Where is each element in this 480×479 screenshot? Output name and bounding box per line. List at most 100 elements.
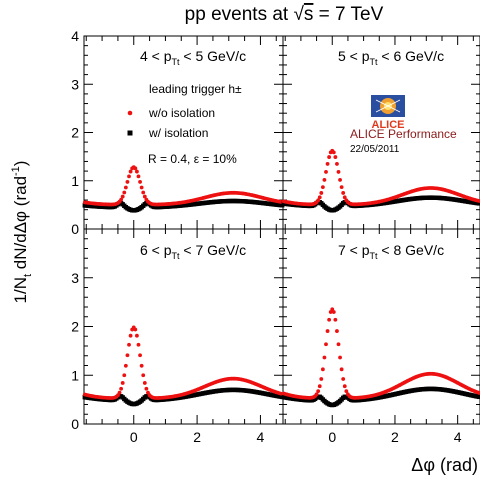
data-point-wo-isolation bbox=[122, 373, 127, 378]
data-point-wo-isolation bbox=[341, 191, 346, 195]
data-point-wo-isolation bbox=[325, 162, 330, 166]
x-tick-label: 0 bbox=[328, 429, 336, 445]
data-point-wo-isolation bbox=[117, 390, 122, 395]
data-point-wo-isolation bbox=[127, 342, 131, 347]
y-tick-label: 0 bbox=[71, 416, 79, 432]
data-point-wo-isolation bbox=[317, 384, 322, 389]
alice-performance-label: ALICE Performance bbox=[350, 127, 457, 141]
data-point-wo-isolation bbox=[144, 386, 149, 391]
data-point-wo-isolation bbox=[125, 180, 130, 184]
data-point-wo-isolation bbox=[324, 170, 328, 174]
y-tick-label: 1 bbox=[71, 173, 79, 189]
data-point-wo-isolation bbox=[139, 363, 144, 368]
panel-label-1: 4 < pTt < 5 GeV/c bbox=[140, 48, 246, 67]
x-axis-label: Δφ (rad) bbox=[411, 455, 478, 475]
y-tick-label: 2 bbox=[71, 319, 79, 335]
data-point-wo-isolation bbox=[335, 329, 339, 333]
data-point-wo-isolation bbox=[135, 169, 139, 174]
data-point-wo-isolation bbox=[122, 190, 127, 195]
data-point-wo-isolation bbox=[327, 155, 332, 159]
data-point-wo-isolation bbox=[320, 367, 325, 372]
data-point-wo-isolation bbox=[320, 185, 325, 189]
x-tick-label: 2 bbox=[391, 429, 399, 445]
y-tick-label: 0 bbox=[71, 221, 79, 237]
data-point-wo-isolation bbox=[342, 384, 347, 389]
data-point-wo-isolation bbox=[119, 386, 124, 391]
data-point-wo-isolation bbox=[314, 392, 319, 397]
data-point-wo-isolation bbox=[120, 194, 125, 199]
data-point-wo-isolation bbox=[128, 333, 133, 338]
data-point-w-isolation bbox=[477, 394, 480, 400]
data-point-wo-isolation bbox=[317, 195, 322, 200]
data-point-wo-isolation bbox=[127, 174, 131, 179]
x-tick-label: 0 bbox=[130, 429, 138, 445]
y-axis-label: 1/Nt dN/dΔφ (rad-1) bbox=[10, 161, 34, 304]
data-point-wo-isolation bbox=[335, 162, 339, 166]
data-point-wo-isolation bbox=[319, 377, 324, 381]
y-tick-label: 2 bbox=[71, 125, 79, 141]
legend-marker-w-isolation bbox=[127, 130, 133, 136]
data-point-wo-isolation bbox=[136, 342, 141, 347]
data-point-wo-isolation bbox=[125, 353, 130, 358]
x-tick-label: 4 bbox=[454, 429, 462, 445]
data-point-wo-isolation bbox=[120, 381, 125, 385]
panel-label-3: 6 < pTt < 7 GeV/c bbox=[140, 242, 246, 261]
data-point-wo-isolation bbox=[138, 180, 142, 184]
data-point-wo-isolation bbox=[322, 178, 327, 182]
data-point-wo-isolation bbox=[339, 185, 344, 189]
data-point-wo-isolation bbox=[325, 329, 330, 333]
y-tick-label: 3 bbox=[71, 270, 79, 286]
data-point-wo-isolation bbox=[141, 373, 146, 378]
data-points bbox=[82, 148, 480, 408]
data-point-wo-isolation bbox=[123, 363, 128, 368]
data-point-wo-isolation bbox=[331, 150, 336, 155]
data-point-wo-isolation bbox=[341, 377, 346, 381]
data-point-wo-isolation bbox=[324, 342, 328, 347]
data-point-wo-isolation bbox=[133, 166, 138, 171]
legend-label-w-isolation: w/ isolation bbox=[148, 126, 208, 140]
axes: 0 1 2 3 4 0 1 2 3 0 2 4 0 2 4 bbox=[71, 28, 480, 445]
data-point-wo-isolation bbox=[135, 333, 139, 338]
data-point-wo-isolation bbox=[477, 199, 480, 203]
svg-text:ALICE: ALICE bbox=[372, 119, 405, 131]
legend-marker-wo-isolation bbox=[127, 110, 133, 116]
data-point-wo-isolation bbox=[336, 342, 341, 347]
data-point-wo-isolation bbox=[316, 389, 321, 394]
legend-title: leading trigger h± bbox=[149, 82, 242, 96]
data-point-wo-isolation bbox=[338, 178, 342, 182]
data-point-wo-isolation bbox=[119, 197, 124, 202]
data-point-wo-isolation bbox=[338, 355, 342, 360]
y-tick-label: 1 bbox=[71, 367, 79, 383]
data-point-wo-isolation bbox=[141, 190, 146, 195]
data-point-wo-isolation bbox=[136, 174, 141, 179]
data-point-wo-isolation bbox=[142, 381, 147, 385]
x-tick-label: 2 bbox=[193, 429, 201, 445]
data-point-wo-isolation bbox=[333, 317, 338, 322]
data-point-wo-isolation bbox=[123, 185, 128, 190]
data-point-wo-isolation bbox=[327, 317, 332, 322]
y-tick-label: 3 bbox=[71, 76, 79, 92]
data-point-wo-isolation bbox=[477, 391, 480, 395]
x-tick-label: 4 bbox=[257, 429, 265, 445]
data-point-wo-isolation bbox=[339, 367, 344, 372]
alice-date-label: 22/05/2011 bbox=[350, 144, 400, 155]
data-point-wo-isolation bbox=[322, 355, 327, 360]
data-point-wo-isolation bbox=[342, 195, 347, 200]
panel-label-2: 5 < pTt < 6 GeV/c bbox=[338, 48, 444, 67]
data-point-wo-isolation bbox=[128, 169, 133, 174]
chart-title: pp events at √s = 7 TeV bbox=[185, 4, 384, 25]
legend-parameters: R = 0.4, ε = 10% bbox=[148, 152, 237, 166]
data-point-wo-isolation bbox=[316, 198, 321, 203]
data-point-wo-isolation bbox=[319, 191, 324, 195]
data-point-w-isolation bbox=[477, 201, 480, 206]
data-point-wo-isolation bbox=[344, 389, 349, 394]
data-point-wo-isolation bbox=[139, 185, 144, 190]
panel-label-4: 7 < pTt < 8 GeV/c bbox=[338, 242, 444, 261]
data-point-wo-isolation bbox=[133, 327, 138, 332]
y-tick-label: 4 bbox=[71, 28, 79, 44]
data-point-wo-isolation bbox=[142, 194, 147, 199]
data-point-wo-isolation bbox=[333, 155, 338, 159]
data-point-wo-isolation bbox=[138, 353, 142, 358]
legend-label-wo-isolation: w/o isolation bbox=[148, 106, 215, 120]
